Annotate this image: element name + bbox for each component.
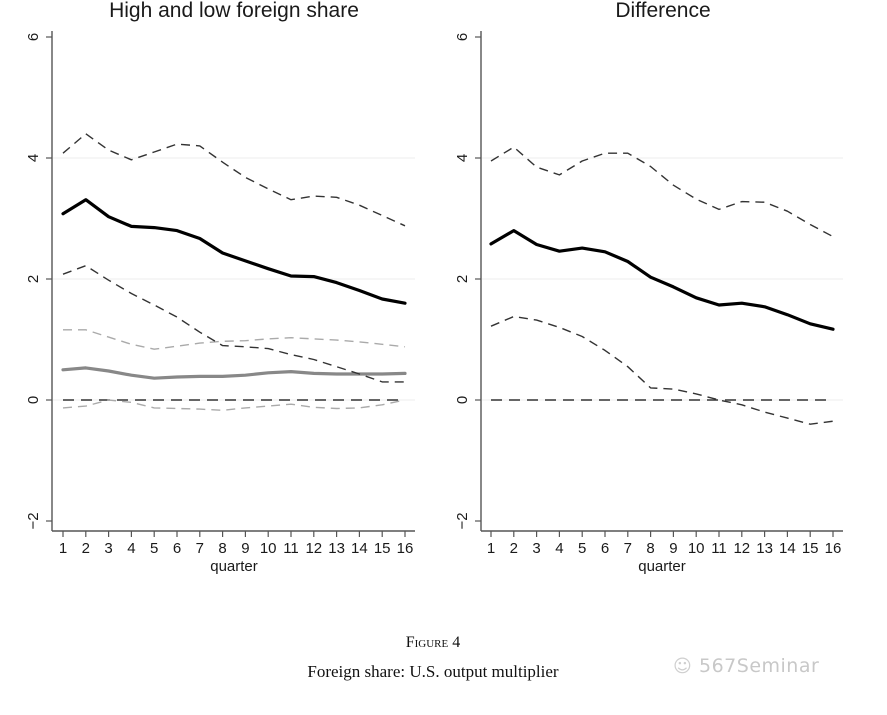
x-tick-label: 6 <box>601 540 609 557</box>
series-line-difference-point-estimate <box>489 229 835 331</box>
x-tick-label: 8 <box>218 540 226 557</box>
x-tick-label: 15 <box>374 540 391 557</box>
x-tick-label: 4 <box>127 540 135 557</box>
series-line-difference-upper-band <box>490 146 834 238</box>
y-tick-label: −2 <box>25 512 42 529</box>
watermark: ☺ 567Seminar <box>673 655 819 677</box>
x-tick-label: 13 <box>756 540 773 557</box>
x-tick-label: 3 <box>532 540 540 557</box>
y-tick-label: 0 <box>25 396 42 404</box>
y-tick-label: −2 <box>454 512 471 529</box>
x-tick-label: 6 <box>173 540 181 557</box>
series-line-high-foreign-share-upper-band <box>62 133 406 227</box>
figure-caption: Foreign share: U.S. output multiplier <box>307 662 559 681</box>
x-tick-label: 16 <box>397 540 414 557</box>
y-tick-label: 4 <box>25 154 42 162</box>
x-tick-label: 12 <box>733 540 750 557</box>
panel-title: High and low foreign share <box>109 0 359 22</box>
x-tick-label: 7 <box>196 540 204 557</box>
x-axis-title: quarter <box>210 558 258 575</box>
x-tick-label: 15 <box>802 540 819 557</box>
x-tick-label: 1 <box>487 540 495 557</box>
y-tick-label: 2 <box>25 275 42 283</box>
x-tick-label: 8 <box>646 540 654 557</box>
x-tick-label: 16 <box>825 540 842 557</box>
series-line-difference-lower-band <box>490 315 834 425</box>
x-tick-label: 14 <box>351 540 368 557</box>
y-tick-label: 6 <box>454 33 471 41</box>
y-tick-label: 6 <box>25 33 42 41</box>
series-line-low-foreign-share-point-estimate <box>61 366 407 380</box>
figure-label: Figure 4 <box>405 634 461 651</box>
y-tick-label: 0 <box>454 396 471 404</box>
x-tick-label: 9 <box>669 540 677 557</box>
x-tick-label: 9 <box>241 540 249 557</box>
x-axis-title: quarter <box>638 558 686 575</box>
x-tick-label: 13 <box>328 540 345 557</box>
x-tick-label: 14 <box>779 540 796 557</box>
x-tick-label: 11 <box>711 540 727 557</box>
x-tick-label: 7 <box>624 540 632 557</box>
x-tick-label: 10 <box>688 540 705 557</box>
x-tick-label: 5 <box>578 540 586 557</box>
y-tick-label: 4 <box>454 154 471 162</box>
x-tick-label: 5 <box>150 540 158 557</box>
series-line-low-foreign-share-lower-band <box>62 399 406 411</box>
watermark-text: 567Seminar <box>699 655 820 677</box>
x-tick-label: 12 <box>305 540 322 557</box>
x-tick-label: 10 <box>260 540 277 557</box>
panel-title: Difference <box>615 0 710 22</box>
x-tick-label: 3 <box>104 540 112 557</box>
x-tick-label: 11 <box>283 540 299 557</box>
x-tick-label: 1 <box>59 540 67 557</box>
y-tick-label: 2 <box>454 275 471 283</box>
series-line-high-foreign-share-lower-band <box>62 265 405 383</box>
x-tick-label: 4 <box>555 540 563 557</box>
x-tick-label: 2 <box>510 540 518 557</box>
x-tick-label: 2 <box>82 540 90 557</box>
series-line-high-foreign-share-point-estimate <box>61 198 407 305</box>
wechat-icon: ☺ <box>673 656 693 677</box>
series-line-low-foreign-share-upper-band <box>63 329 406 350</box>
